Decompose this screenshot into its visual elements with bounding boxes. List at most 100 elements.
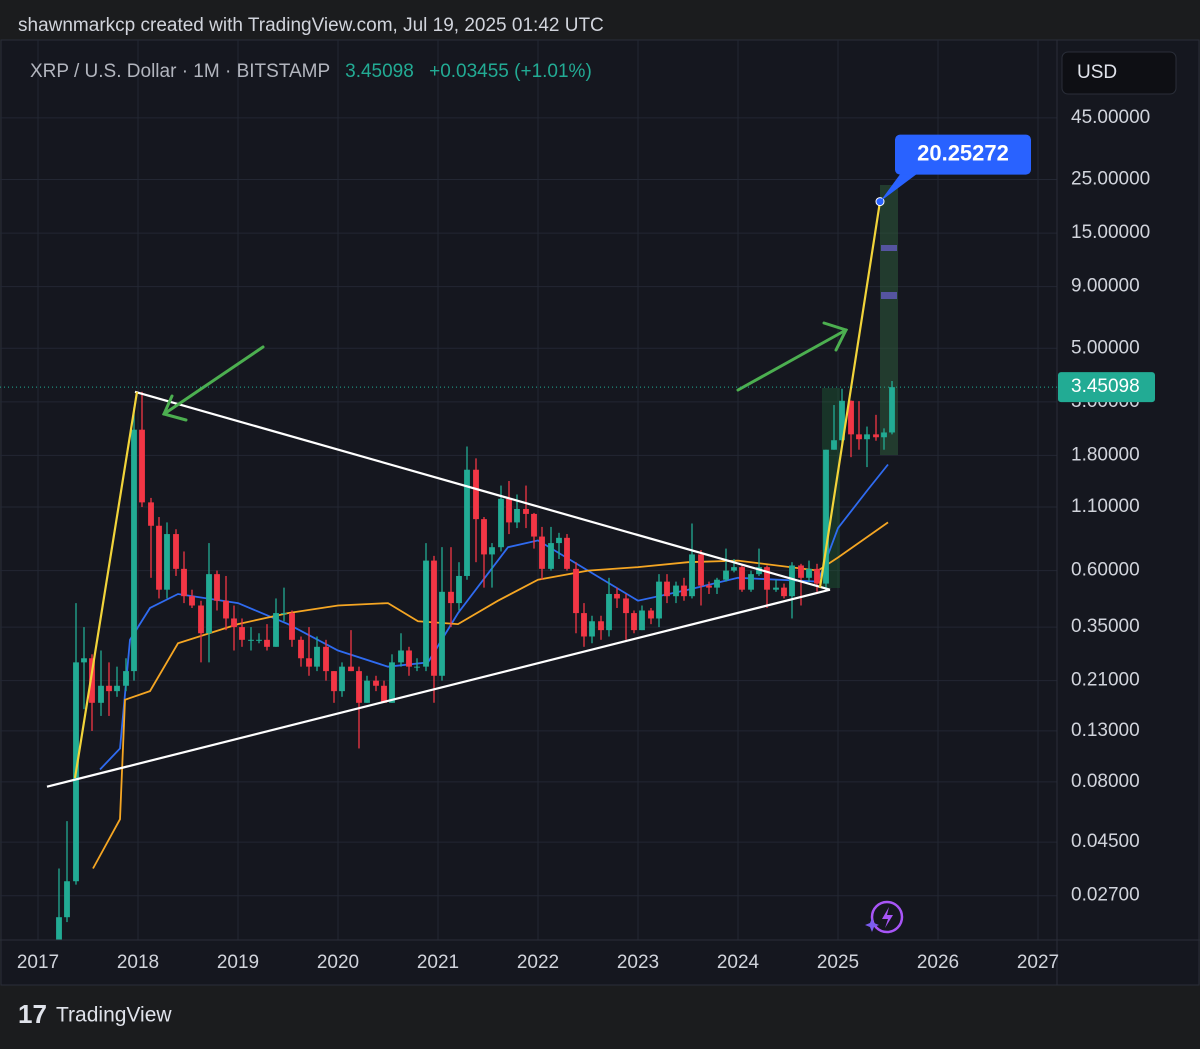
brand: TradingView — [56, 1004, 172, 1027]
candle-body — [298, 639, 304, 659]
x-tick-label: 2026 — [917, 952, 959, 973]
candle-body — [223, 600, 229, 619]
candle-body — [889, 387, 895, 433]
y-tick-label: 0.21000 — [1071, 670, 1140, 691]
candle-body — [498, 498, 504, 548]
y-tick-label: 15.00000 — [1071, 222, 1150, 243]
candle-body — [764, 567, 770, 590]
candle-body — [331, 671, 337, 692]
candle-body — [506, 498, 512, 523]
projection-mark — [881, 245, 897, 251]
candle-body — [231, 618, 237, 628]
candle-body — [81, 658, 87, 663]
x-tick-label: 2024 — [717, 952, 760, 973]
candle-body — [156, 525, 162, 590]
candle-body — [289, 613, 295, 640]
currency-button[interactable] — [1061, 51, 1177, 95]
candle-body — [131, 429, 137, 672]
currency[interactable]: USD — [1077, 62, 1117, 83]
arrows — [161, 321, 849, 422]
candle-body — [848, 400, 854, 435]
y-tick-label: 0.08000 — [1071, 771, 1140, 792]
x-tick-label: 2027 — [1017, 952, 1059, 973]
y-tick-label: 0.13000 — [1071, 720, 1140, 741]
candle-body — [523, 508, 529, 514]
candle-body — [839, 400, 845, 441]
trendline — [46, 588, 831, 788]
candle-body — [698, 554, 704, 586]
candle-body — [198, 605, 204, 634]
candle-body — [398, 650, 404, 663]
candle-body — [181, 568, 187, 597]
target-pointer — [880, 171, 920, 202]
y-tick-label: 45.00000 — [1071, 107, 1150, 128]
candle-body — [356, 671, 362, 703]
y-tick-label: 9.00000 — [1071, 276, 1140, 297]
candle-body — [539, 536, 545, 569]
candle-body — [214, 574, 220, 601]
y-tick-label: 0.35000 — [1071, 616, 1140, 637]
candle-body — [148, 502, 154, 526]
candle-body — [556, 537, 562, 544]
candle-body — [873, 434, 879, 438]
x-tick-label: 2023 — [617, 952, 659, 973]
candle-body — [189, 596, 195, 606]
candle-body — [714, 579, 720, 588]
candle-body — [606, 593, 612, 631]
candle-body — [239, 627, 245, 640]
y-tick-label: 25.00000 — [1071, 169, 1150, 190]
icon-bolt — [882, 907, 893, 928]
candle-body — [173, 534, 179, 569]
candle-body — [281, 613, 287, 615]
candle-body — [406, 650, 412, 667]
candle-body — [98, 685, 104, 703]
candle-body — [264, 639, 270, 647]
target-label: 20.25272 — [917, 140, 1009, 165]
candle-body — [364, 680, 370, 703]
candle-body — [139, 429, 145, 503]
projection-mark — [881, 292, 897, 299]
candle-body — [614, 593, 620, 599]
candle-body — [748, 574, 754, 590]
candle-body — [481, 519, 487, 555]
candle-body — [423, 560, 429, 667]
candle-body — [473, 469, 479, 520]
x-tick-label: 2018 — [117, 952, 159, 973]
credit: shawnmarkcp created with TradingView.com… — [18, 15, 604, 36]
candle-body — [648, 610, 654, 619]
y-tick-label: 1.80000 — [1071, 444, 1140, 465]
candle-body — [489, 547, 495, 555]
candle-body — [681, 585, 687, 597]
icon[interactable] — [870, 900, 904, 934]
x-tick-label: 2020 — [317, 952, 359, 973]
candle-body — [339, 666, 345, 692]
brand-logo: 17 — [18, 999, 47, 1029]
y-tick-label: 1.10000 — [1071, 496, 1140, 517]
x-tick-label: 2025 — [817, 952, 859, 973]
candle-body — [314, 646, 320, 667]
candle-body — [739, 567, 745, 590]
candle-body — [89, 658, 95, 703]
symbol: XRP / U.S. Dollar · 1M · BITSTAMP — [30, 61, 330, 82]
trendline — [818, 201, 882, 588]
trendline — [73, 391, 139, 779]
candle-body — [306, 658, 312, 667]
candle-body — [706, 585, 712, 588]
arrow — [162, 345, 265, 416]
candle-body — [123, 671, 129, 686]
candle-body — [814, 568, 820, 584]
candle-body — [864, 434, 870, 440]
candle-body — [723, 570, 729, 580]
y-tick-label: 5.00000 — [1071, 337, 1140, 358]
candle-body — [206, 574, 212, 634]
candle-body — [548, 543, 554, 569]
candle-body — [464, 469, 470, 576]
plot — [46, 185, 898, 940]
arrow-head — [822, 321, 849, 352]
change: +0.03455 (+1.01%) — [429, 61, 592, 82]
last-price-tag — [1058, 372, 1155, 403]
candle-body — [414, 666, 420, 668]
candle-body — [531, 513, 537, 537]
x-tick-label: 2022 — [517, 952, 559, 973]
candle-body — [323, 646, 329, 672]
